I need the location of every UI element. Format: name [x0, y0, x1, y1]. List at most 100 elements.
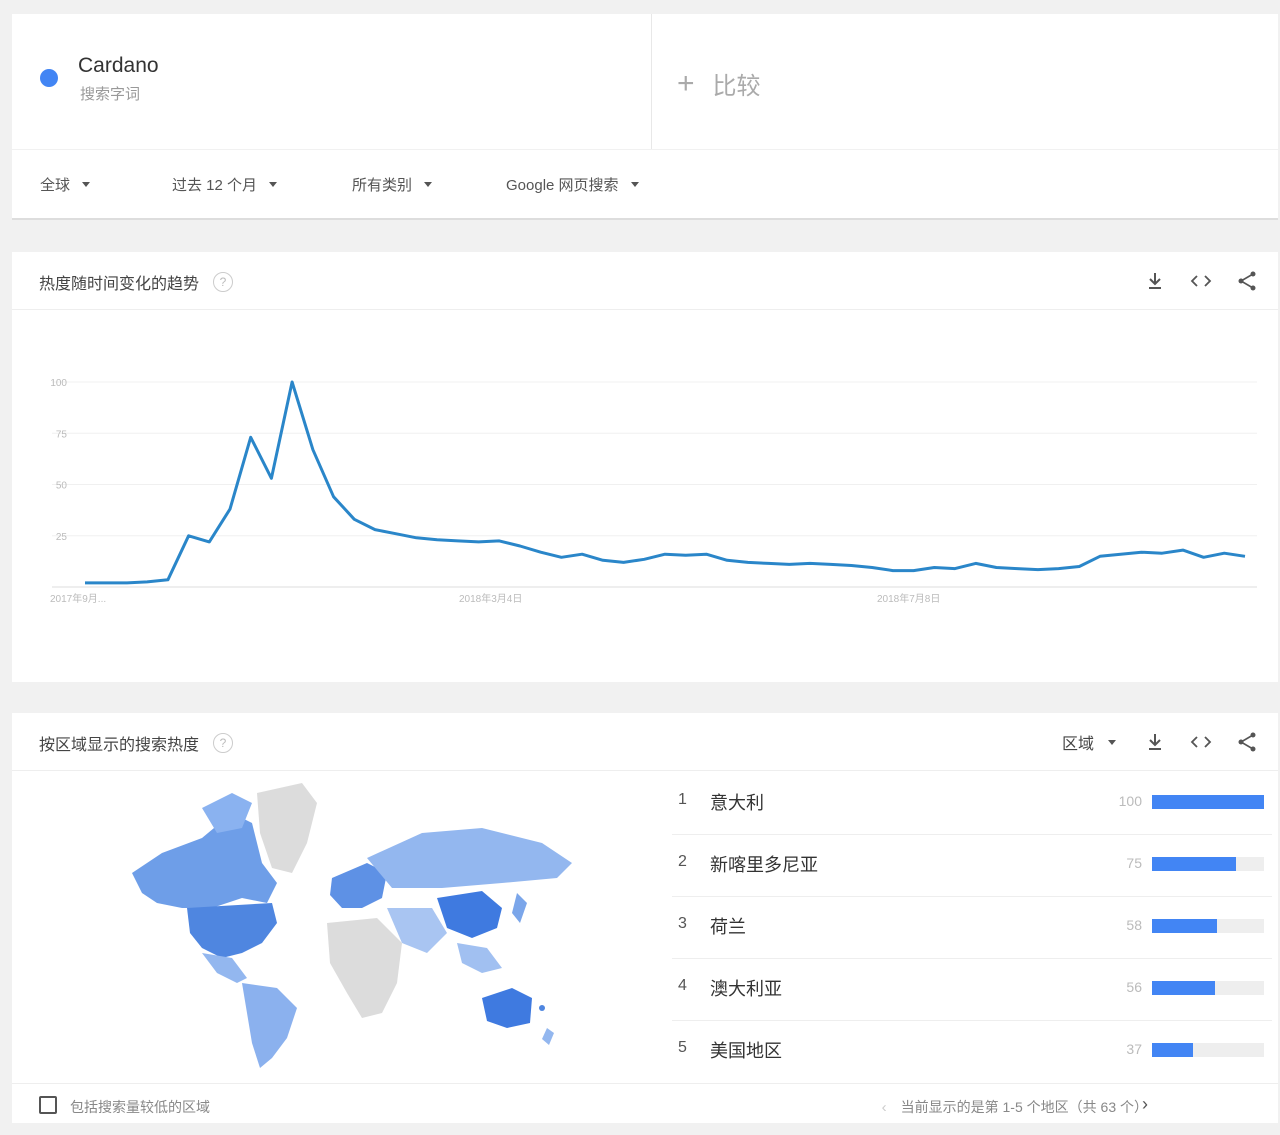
data-point[interactable] — [766, 560, 772, 566]
map-region-europe[interactable] — [330, 863, 387, 908]
list-item[interactable]: 3 荷兰 58 — [672, 897, 1272, 959]
map-region-russia[interactable] — [367, 828, 572, 888]
data-point[interactable] — [1242, 553, 1248, 559]
list-item[interactable]: 2 新喀里多尼亚 75 — [672, 835, 1272, 897]
data-point[interactable] — [683, 552, 689, 558]
share-icon[interactable] — [1234, 729, 1260, 755]
data-point[interactable] — [372, 527, 378, 533]
data-point[interactable] — [579, 551, 585, 557]
data-point[interactable] — [745, 559, 751, 565]
embed-icon[interactable] — [1188, 268, 1214, 294]
map-region-arctic-islands[interactable] — [202, 793, 252, 833]
prev-page-button[interactable]: ‹ — [881, 1098, 887, 1116]
data-point[interactable] — [476, 539, 482, 545]
data-point[interactable] — [1201, 554, 1207, 560]
data-point[interactable] — [1180, 547, 1186, 553]
map-region-japan[interactable] — [512, 893, 527, 923]
data-point[interactable] — [310, 447, 316, 453]
list-item[interactable]: 4 澳大利亚 56 — [672, 959, 1272, 1021]
map-region-australia[interactable] — [482, 988, 532, 1028]
help-icon[interactable]: ? — [213, 272, 234, 292]
data-point[interactable] — [144, 579, 150, 585]
data-point[interactable] — [165, 577, 171, 583]
data-point[interactable] — [1035, 567, 1041, 573]
data-point[interactable] — [331, 494, 337, 500]
world-map[interactable] — [102, 783, 582, 1073]
add-compare-button[interactable]: + 比较 — [677, 66, 761, 101]
list-item[interactable]: 5 美国地区 37 — [672, 1021, 1272, 1083]
filter-search-type[interactable]: Google 网页搜索 — [506, 174, 639, 195]
region-resolution-select[interactable]: 区域 — [1062, 730, 1116, 754]
data-point[interactable] — [973, 560, 979, 566]
map-region-new-caledonia[interactable] — [539, 1005, 545, 1011]
series-line[interactable] — [85, 380, 1246, 585]
map-region-africa[interactable] — [327, 918, 402, 1018]
data-point[interactable] — [413, 535, 419, 541]
data-point[interactable] — [641, 556, 647, 562]
map-region-north-america-north[interactable] — [132, 813, 277, 908]
map-region-china[interactable] — [437, 891, 502, 938]
data-point[interactable] — [268, 475, 274, 481]
data-point[interactable] — [786, 561, 792, 567]
data-point[interactable] — [538, 549, 544, 555]
data-point[interactable] — [890, 568, 896, 574]
data-point[interactable] — [496, 538, 502, 544]
data-point[interactable] — [952, 566, 958, 572]
data-point[interactable] — [703, 551, 709, 557]
data-point[interactable] — [455, 538, 461, 544]
data-point[interactable] — [931, 565, 937, 571]
data-point[interactable] — [1159, 550, 1165, 556]
download-icon[interactable] — [1142, 268, 1168, 294]
map-region-middle-east[interactable] — [387, 908, 447, 953]
help-icon[interactable]: ? — [213, 733, 234, 753]
data-point[interactable] — [517, 543, 523, 549]
data-point[interactable] — [724, 557, 730, 563]
download-icon[interactable] — [1142, 729, 1168, 755]
data-point[interactable] — [227, 506, 233, 512]
filter-region[interactable]: 全球 — [40, 174, 91, 195]
data-point[interactable] — [393, 531, 399, 537]
data-point[interactable] — [828, 561, 834, 567]
data-point[interactable] — [1221, 550, 1227, 556]
data-point[interactable] — [248, 434, 254, 440]
data-point[interactable] — [1097, 553, 1103, 559]
data-point[interactable] — [911, 568, 917, 574]
share-icon[interactable] — [1234, 268, 1260, 294]
data-point[interactable] — [662, 551, 668, 557]
data-point[interactable] — [186, 533, 192, 539]
data-point[interactable] — [434, 537, 440, 543]
next-page-button[interactable]: › — [1142, 1094, 1148, 1114]
data-point[interactable] — [848, 562, 854, 568]
low-volume-checkbox[interactable] — [39, 1096, 57, 1114]
map-region-united-states[interactable] — [187, 903, 277, 958]
embed-icon[interactable] — [1188, 729, 1214, 755]
map-region-central-america[interactable] — [202, 953, 247, 983]
data-point[interactable] — [1076, 564, 1082, 570]
map-region-new-zealand[interactable] — [542, 1028, 554, 1045]
data-point[interactable] — [1014, 566, 1020, 572]
data-point[interactable] — [123, 580, 129, 586]
map-region-south-america[interactable] — [242, 983, 297, 1068]
data-point[interactable] — [807, 560, 813, 566]
search-term-chip[interactable]: Cardano 搜索字词 — [12, 14, 652, 149]
filter-category[interactable]: 所有类别 — [352, 174, 433, 195]
list-item[interactable]: 1 意大利 100 — [672, 773, 1272, 835]
data-point[interactable] — [1138, 549, 1144, 555]
data-point[interactable] — [869, 565, 875, 571]
data-point[interactable] — [600, 557, 606, 563]
data-point[interactable] — [103, 580, 109, 586]
filter-time[interactable]: 过去 12 个月 — [172, 174, 278, 195]
data-point[interactable] — [558, 554, 564, 560]
data-point[interactable] — [351, 516, 357, 522]
map-region-southeast-asia[interactable] — [457, 943, 502, 973]
data-point[interactable] — [1118, 551, 1124, 557]
data-point[interactable] — [993, 565, 999, 571]
data-point[interactable] — [82, 580, 88, 586]
data-point[interactable] — [621, 559, 627, 565]
map-region-greenland[interactable] — [257, 783, 317, 873]
data-point[interactable] — [206, 539, 212, 545]
compare-area[interactable]: + 比较 — [652, 14, 1278, 149]
data-point[interactable] — [1056, 566, 1062, 572]
chevron-down-icon — [424, 182, 433, 187]
data-point[interactable] — [289, 379, 295, 385]
